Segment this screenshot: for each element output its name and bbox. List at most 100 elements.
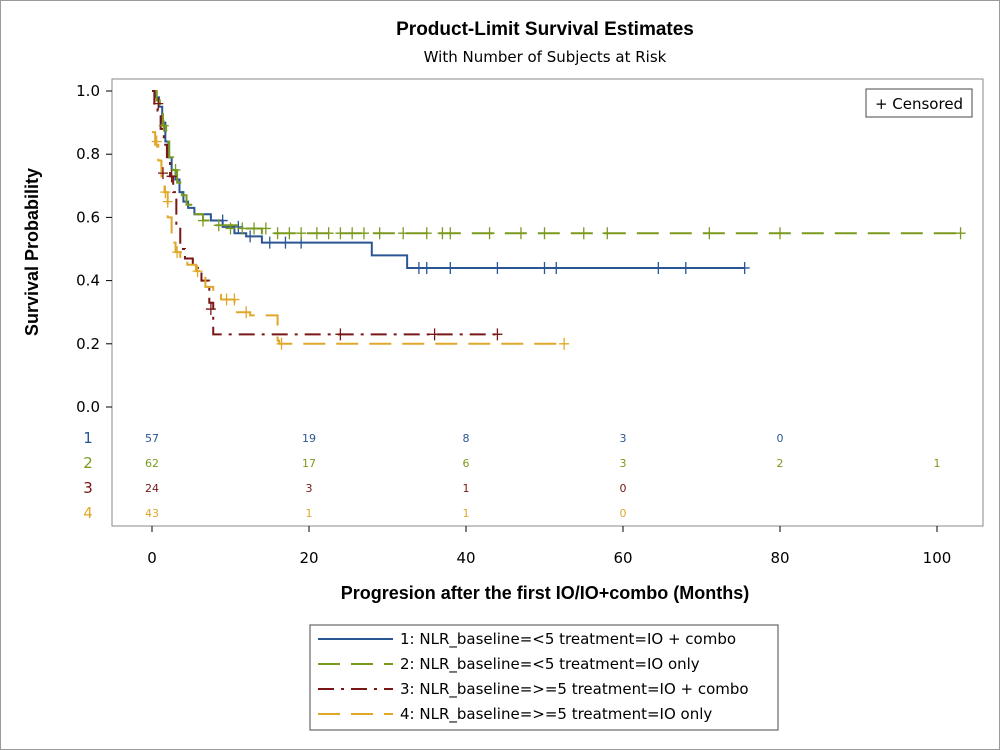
risk-count: 6 — [463, 457, 470, 470]
risk-count: 0 — [777, 432, 784, 445]
censor-mark-2 — [347, 227, 358, 240]
risk-count: 8 — [463, 432, 470, 445]
risk-row-id-4: 4 — [83, 504, 93, 522]
x-tick-label: 60 — [613, 549, 632, 567]
risk-count: 1 — [306, 507, 313, 520]
series-legend: 1: NLR_baseline=<5 treatment=IO + combo 2… — [309, 624, 779, 731]
censor-mark-3 — [335, 328, 346, 341]
x-tick-label: 20 — [299, 549, 318, 567]
x-axis-label: Progresion after the first IO/IO+combo (… — [341, 583, 750, 603]
chart-subtitle: With Number of Subjects at Risk — [424, 48, 667, 66]
risk-count: 24 — [145, 482, 159, 495]
censor-mark-2 — [602, 227, 613, 240]
censor-mark-1 — [680, 261, 691, 274]
censor-mark-2 — [170, 164, 181, 176]
censor-mark-2 — [374, 227, 385, 240]
x-tick-label: 40 — [456, 549, 475, 567]
censor-mark-1 — [653, 261, 664, 274]
series-line-3 — [152, 90, 498, 336]
censor-mark-2 — [284, 227, 295, 240]
y-tick-label: 0.6 — [76, 208, 100, 226]
censor-mark-2 — [421, 227, 432, 240]
censor-mark-2 — [158, 119, 169, 132]
y-tick-label: 1.0 — [76, 82, 100, 100]
series-line-1 — [152, 90, 745, 269]
censor-mark-2 — [260, 222, 271, 235]
censor-mark-2 — [296, 227, 307, 240]
plot-area — [111, 78, 984, 527]
series-line-2 — [152, 90, 961, 235]
censor-marks — [151, 97, 966, 350]
censor-mark-1 — [280, 236, 291, 249]
censor-mark-2 — [225, 222, 236, 235]
censor-mark-4 — [192, 265, 203, 278]
censor-mark-1 — [245, 230, 256, 243]
y-tick-label: 0.0 — [76, 398, 100, 416]
censor-mark-3 — [492, 328, 503, 341]
legend-label-1: 1: NLR_baseline=<5 treatment=IO + combo — [400, 630, 736, 649]
legend-label-4: 4: NLR_baseline=>=5 treatment=IO only — [400, 705, 712, 724]
censor-mark-4 — [276, 337, 287, 350]
censor-mark-4 — [172, 246, 183, 259]
y-tick-label: 0.8 — [76, 145, 100, 163]
censor-mark-2 — [445, 227, 456, 240]
risk-count: 43 — [145, 507, 159, 520]
censor-mark-2 — [198, 214, 209, 227]
risk-row-id-1: 1 — [83, 429, 93, 447]
censor-mark-2 — [213, 219, 224, 232]
risk-count: 57 — [145, 432, 159, 445]
censor-mark-1 — [539, 261, 550, 274]
x-tick-label: 100 — [923, 549, 952, 567]
censor-mark-4 — [160, 186, 171, 199]
chart-title: Product-Limit Survival Estimates — [396, 19, 694, 40]
risk-row-id-3: 3 — [83, 479, 93, 497]
censor-mark-2 — [398, 227, 409, 240]
censor-mark-3 — [157, 167, 168, 180]
risk-count: 17 — [302, 457, 316, 470]
censor-mark-2 — [358, 227, 369, 240]
censor-mark-2 — [704, 227, 715, 240]
y-tick-label: 0.4 — [76, 272, 100, 290]
censor-mark-2 — [539, 227, 550, 240]
censor-mark-4 — [162, 195, 173, 208]
censor-mark-4 — [151, 135, 162, 148]
risk-count: 3 — [620, 457, 627, 470]
risk-count: 0 — [620, 482, 627, 495]
censor-mark-3 — [153, 97, 164, 110]
risk-count: 19 — [302, 432, 316, 445]
risk-count: 0 — [620, 507, 627, 520]
censored-legend-label: + Censored — [875, 95, 963, 113]
censored-legend-box — [865, 88, 973, 118]
censor-mark-3 — [429, 328, 440, 341]
y-axis: 0.0 0.2 0.4 0.6 0.8 1.0 — [76, 82, 112, 416]
x-tick-label: 0 — [147, 549, 157, 567]
x-tick-label: 80 — [770, 549, 789, 567]
censor-mark-1 — [264, 236, 275, 249]
censor-mark-2 — [323, 227, 334, 240]
censor-mark-4 — [241, 306, 252, 319]
risk-count: 3 — [620, 432, 627, 445]
censor-mark-2 — [237, 222, 248, 235]
censor-mark-2 — [272, 227, 283, 240]
risk-table: 1 57 19 8 3 02 62 17 6 3 2 13 24 3 1 04 43 1 1 0 — [83, 429, 940, 522]
survival-curves — [152, 90, 961, 345]
censor-mark-4 — [229, 293, 240, 306]
y-axis-label: Survival Probability — [22, 168, 42, 336]
legend-label-3: 3: NLR_baseline=>=5 treatment=IO + combo — [400, 680, 749, 699]
risk-count: 2 — [777, 457, 784, 470]
censor-mark-1 — [492, 261, 503, 274]
x-axis: 0 20 40 60 80 100 — [147, 526, 951, 567]
censor-mark-2 — [335, 227, 346, 240]
censor-mark-1 — [421, 261, 432, 274]
legend-box — [309, 624, 779, 731]
series-line-4 — [152, 131, 565, 345]
censor-mark-2 — [249, 222, 260, 235]
censor-mark-1 — [739, 261, 750, 274]
risk-count: 3 — [306, 482, 313, 495]
risk-count: 1 — [463, 482, 470, 495]
risk-row-id-2: 2 — [83, 454, 93, 472]
censor-mark-2 — [484, 227, 495, 240]
legend-label-2: 2: NLR_baseline=<5 treatment=IO only — [400, 655, 700, 674]
censor-mark-1 — [445, 261, 456, 274]
